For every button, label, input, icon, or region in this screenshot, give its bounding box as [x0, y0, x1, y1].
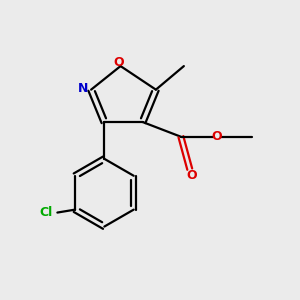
Text: O: O [114, 56, 124, 69]
Text: O: O [211, 130, 222, 143]
Text: N: N [78, 82, 88, 95]
Text: O: O [186, 169, 196, 182]
Text: Cl: Cl [40, 206, 53, 219]
